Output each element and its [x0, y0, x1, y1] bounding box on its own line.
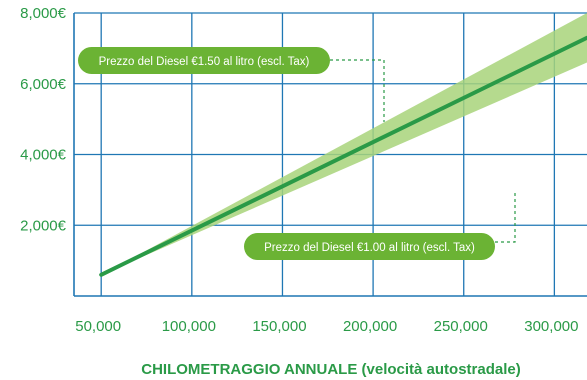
x-tick-label: 100,000: [162, 318, 216, 335]
axes: [73, 13, 587, 297]
price-range-band: [101, 13, 587, 275]
x-tick-labels: 50,000 100,000 150,000 200,000 250,000 300,00…: [75, 318, 578, 335]
callout-box-lower: [244, 233, 495, 260]
callout-text-lower: Prezzo del Diesel €1.00 al litro (escl. …: [264, 242, 475, 254]
y-tick-label: 6,000€: [20, 76, 67, 93]
x-axis-label: CHILOMETRAGGIO ANNUALE (velocità autostr…: [141, 361, 520, 378]
callout-leader-lower: [495, 191, 516, 243]
callout-diesel-150: Prezzo del Diesel €1.50 al litro (escl. …: [78, 47, 385, 122]
x-tick-label: 150,000: [252, 318, 306, 335]
callout-leader-upper: [330, 59, 385, 122]
x-tick-label: 50,000: [75, 318, 121, 335]
y-tick-label: 2,000€: [20, 217, 67, 234]
y-tick-label: 4,000€: [20, 147, 67, 164]
callout-box-upper: [78, 47, 330, 74]
x-tick-label: 300,000: [524, 318, 578, 335]
callout-text-upper: Prezzo del Diesel €1.50 al litro (escl. …: [99, 56, 310, 68]
y-tick-labels: 2,000€ 4,000€ 6,000€ 8,000€: [20, 5, 67, 234]
y-tick-label: 8,000€: [20, 5, 67, 22]
callout-diesel-100: Prezzo del Diesel €1.00 al litro (escl. …: [244, 191, 516, 260]
x-tick-label: 200,000: [343, 318, 397, 335]
x-tick-label: 250,000: [434, 318, 488, 335]
cost-line: [99, 35, 587, 277]
